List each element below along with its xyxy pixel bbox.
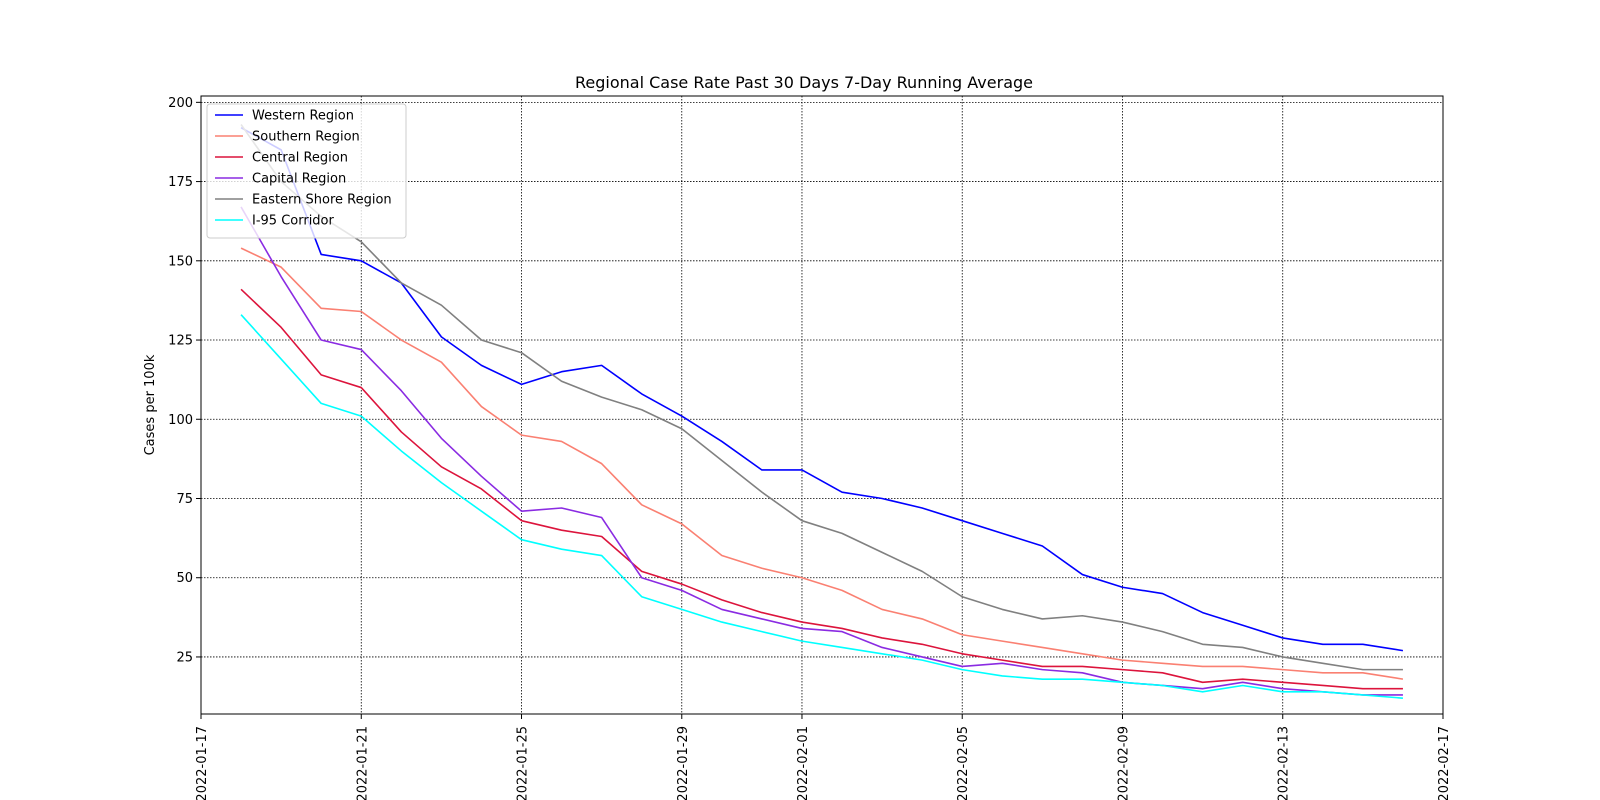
x-tick-label: 2022-02-09: [1116, 726, 1131, 800]
x-axis-ticks: 2022-01-17 2022-01-21 2022-01-25 2022-01-29…: [195, 714, 1452, 800]
legend-entry: Capital Region: [252, 172, 346, 187]
series-line-western-region: [240, 126, 1404, 652]
y-axis-ticks: 25 50 75 100 125 150 175 200: [168, 96, 201, 665]
series-line-central-region: [240, 288, 1403, 690]
y-tick-label: 150: [168, 254, 193, 269]
y-tick-label: 125: [168, 334, 193, 349]
x-tick-label: 2022-02-13: [1277, 726, 1292, 800]
series-line-i-95-corridor: [240, 314, 1404, 699]
x-tick-label: 2022-02-17: [1437, 726, 1452, 800]
y-tick-label: 100: [168, 413, 193, 428]
plot-area-frame: [200, 95, 1444, 715]
series-line-southern-region: [240, 247, 1404, 680]
series-line-capital-region: [240, 206, 1403, 696]
y-tick-label: 175: [168, 175, 193, 190]
x-tick-label: 2022-01-29: [676, 726, 691, 800]
series-line-eastern-shore-region: [240, 124, 1403, 671]
legend-entry: Eastern Shore Region: [252, 193, 392, 208]
y-tick-label: 25: [176, 650, 193, 665]
legend-entry: I-95 Corridor: [252, 214, 335, 229]
legend-box: [206, 103, 407, 239]
series-lines: [240, 124, 1404, 699]
legend-entry: Western Region: [252, 109, 354, 124]
legend-entry: Southern Region: [252, 130, 360, 145]
chart-title: Regional Case Rate Past 30 Days 7-Day Ru…: [575, 73, 1033, 92]
x-tick-label: 2022-01-25: [516, 726, 531, 800]
x-tick-label: 2022-01-21: [355, 726, 370, 800]
y-tick-label: 75: [176, 492, 193, 507]
legend-entry: Central Region: [252, 151, 348, 166]
x-tick-label: 2022-01-17: [195, 726, 210, 800]
y-axis-label: Cases per 100k: [143, 354, 158, 455]
y-tick-label: 200: [168, 96, 193, 111]
x-tick-label: 2022-02-05: [956, 726, 971, 800]
y-tick-label: 50: [176, 571, 193, 586]
x-tick-label: 2022-02-01: [796, 726, 811, 800]
legend: Western Region Southern Region Central Reg…: [206, 103, 407, 239]
